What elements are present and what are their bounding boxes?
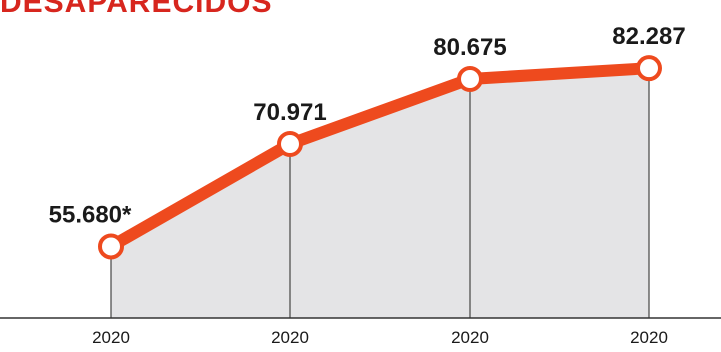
data-point: [457, 65, 483, 92]
data-label: 70.971: [253, 99, 326, 126]
chart-title: DESAPARECIDOS: [0, 0, 273, 19]
data-label: 55.680*: [49, 201, 132, 228]
data-point: [98, 233, 124, 260]
x-tick-label: 2020: [271, 328, 309, 347]
data-label: 82.287: [612, 23, 685, 50]
data-point: [636, 55, 662, 82]
data-label: 80.675: [433, 34, 506, 61]
x-tick-label: 2020: [92, 328, 130, 347]
x-tick-label: 2020: [451, 328, 489, 347]
data-point: [277, 130, 303, 157]
area-fill: [111, 68, 649, 319]
series-line: [105, 62, 655, 253]
x-tick-label: 2020: [630, 328, 668, 347]
